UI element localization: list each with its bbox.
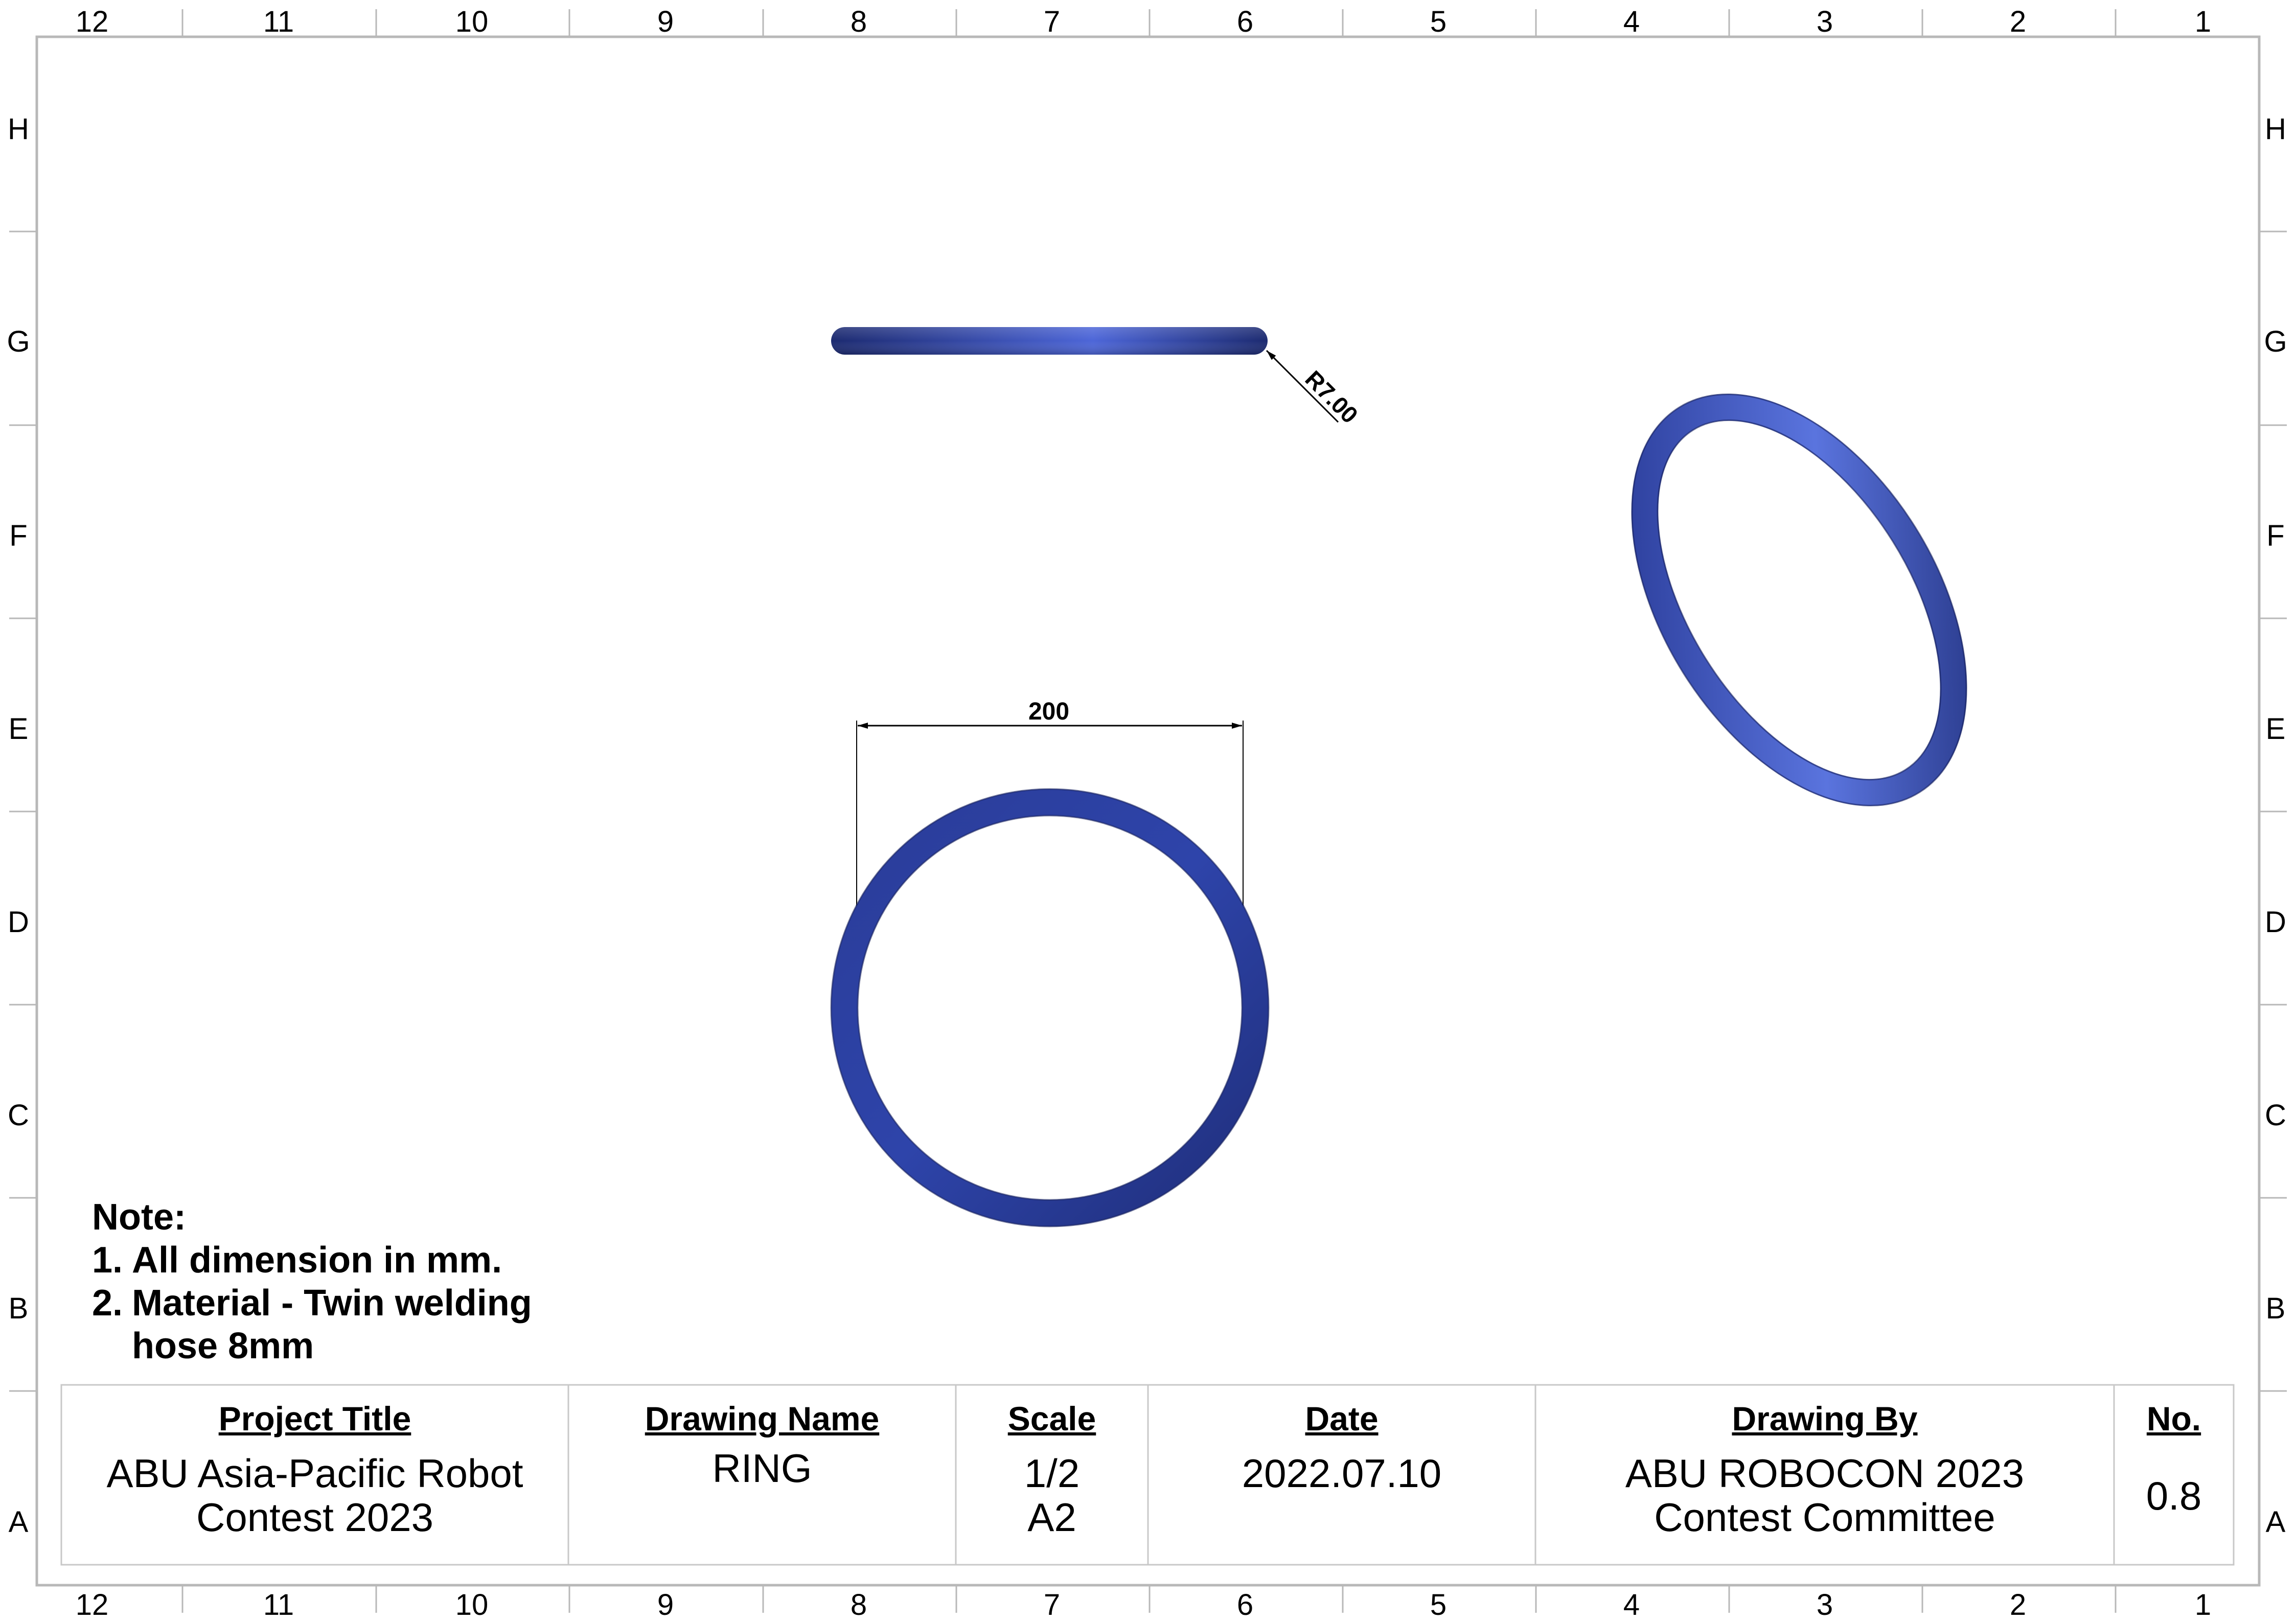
zone-row-label-left: F (9, 519, 27, 552)
zone-row-label-left: B (9, 1292, 29, 1325)
zone-col-label-top: 6 (1237, 5, 1253, 38)
title-block-frame (60, 1384, 2235, 1566)
date-text: 2022.07.10 (1242, 1451, 1442, 1496)
zone-col-label-bottom: 8 (851, 1588, 867, 1621)
zone-col-label-bottom: 9 (657, 1588, 674, 1621)
zone-row-label-left: H (8, 112, 29, 146)
project-title-line: ABU Asia-Pacific Robot (106, 1451, 523, 1496)
note-text: Material - Twin welding hose 8mm (132, 1283, 532, 1366)
project-title-label: Project Title (218, 1400, 411, 1437)
project-title-value: ABU Asia-Pacific Robot Contest 2023 (61, 1451, 568, 1539)
zone-row-label-left: C (8, 1099, 29, 1132)
date-label: Date (1305, 1400, 1379, 1437)
note-number: 2. (92, 1283, 123, 1324)
number-label: No. (2146, 1400, 2201, 1437)
zone-row-label-right: C (2265, 1099, 2286, 1132)
radius-dimension-label: R7.00 (1300, 365, 1364, 429)
zone-row-label-left: E (9, 712, 29, 746)
zone-col-label-top: 9 (657, 5, 674, 38)
number-text: 0.8 (2146, 1473, 2202, 1518)
zone-col-label-bottom: 7 (1044, 1588, 1060, 1621)
zone-col-label-top: 1 (2195, 5, 2211, 38)
zone-col-label-bottom: 4 (1623, 1588, 1640, 1621)
zone-col-label-bottom: 10 (455, 1588, 489, 1621)
note-number: 1. (92, 1240, 123, 1281)
zone-col-label-top: 5 (1430, 5, 1447, 38)
zone-row-label-right: A (2266, 1505, 2286, 1539)
zone-row-label-right: B (2266, 1292, 2286, 1325)
zone-col-label-top: 3 (1817, 5, 1833, 38)
zone-col-label-top: 8 (851, 5, 867, 38)
drawing-name-value: RING (568, 1446, 956, 1490)
scale-line: A2 (1027, 1495, 1076, 1540)
zone-col-label-bottom: 3 (1817, 1588, 1833, 1621)
title-block-number: No. 0.8 (2114, 1385, 2234, 1565)
width-dimension-label: 200 (1028, 698, 1069, 725)
zone-col-label-top: 11 (263, 5, 294, 38)
zone-col-label-top: 7 (1044, 5, 1060, 38)
drawing-notes: Note: 1. All dimension in mm. 2. Materia… (92, 1196, 571, 1367)
title-block: Project Title ABU Asia-Pacific Robot Con… (61, 1385, 2234, 1565)
zone-col-label-bottom: 12 (76, 1588, 109, 1621)
title-block-drawing-name: Drawing Name RING (568, 1385, 956, 1565)
zone-col-label-bottom: 5 (1430, 1588, 1447, 1621)
zone-col-label-bottom: 11 (263, 1588, 294, 1621)
zone-col-label-bottom: 2 (2010, 1588, 2026, 1621)
scale-label: Scale (1007, 1400, 1096, 1437)
zone-row-label-left: A (9, 1505, 29, 1539)
drawing-name-text: RING (712, 1446, 812, 1491)
ring-isometric-view (1631, 393, 1967, 806)
note-text: All dimension in mm. (132, 1240, 502, 1281)
zone-row-label-right: F (2266, 519, 2284, 552)
scale-value: 1/2 A2 (956, 1451, 1148, 1539)
zone-ticks (9, 9, 2287, 1613)
note-item: 1. All dimension in mm. (92, 1239, 571, 1282)
zone-row-label-left: G (7, 325, 30, 358)
title-block-drawing-by: Drawing By ABU ROBOCON 2023 Contest Comm… (1535, 1385, 2114, 1565)
zone-col-label-top: 12 (76, 5, 109, 38)
zone-row-label-right: D (2265, 906, 2286, 939)
drawing-by-value: ABU ROBOCON 2023 Contest Committee (1535, 1451, 2114, 1539)
zone-col-label-top: 4 (1623, 5, 1640, 38)
zone-col-label-bottom: 1 (2195, 1588, 2211, 1621)
notes-title: Note: (92, 1197, 186, 1238)
zone-row-label-right: H (2265, 112, 2286, 146)
scale-line: 1/2 (1024, 1451, 1080, 1496)
title-block-scale: Scale 1/2 A2 (956, 1385, 1148, 1565)
number-value: 0.8 (2114, 1474, 2234, 1518)
zone-row-label-right: E (2266, 712, 2286, 746)
note-item: 2. Material - Twin welding hose 8mm (92, 1282, 571, 1367)
zone-col-label-top: 2 (2010, 5, 2026, 38)
ring-front-view (830, 788, 1270, 1227)
zone-col-label-bottom: 6 (1237, 1588, 1253, 1621)
drawing-by-line: Contest Committee (1654, 1495, 1995, 1540)
zone-row-label-right: G (2264, 325, 2287, 358)
radius-leader: R7.00 (1266, 350, 1364, 429)
drawing-by-label: Drawing By (1732, 1400, 1918, 1437)
zone-row-label-left: D (8, 906, 29, 939)
title-block-date: Date 2022.07.10 (1148, 1385, 1535, 1565)
drawing-name-label: Drawing Name (645, 1400, 880, 1437)
date-value: 2022.07.10 (1148, 1451, 1535, 1495)
title-block-project: Project Title ABU Asia-Pacific Robot Con… (61, 1385, 568, 1565)
drawing-by-line: ABU ROBOCON 2023 (1625, 1451, 2025, 1496)
ring-side-view (831, 327, 1268, 355)
project-title-line: Contest 2023 (196, 1495, 433, 1540)
zone-col-label-top: 10 (455, 5, 489, 38)
